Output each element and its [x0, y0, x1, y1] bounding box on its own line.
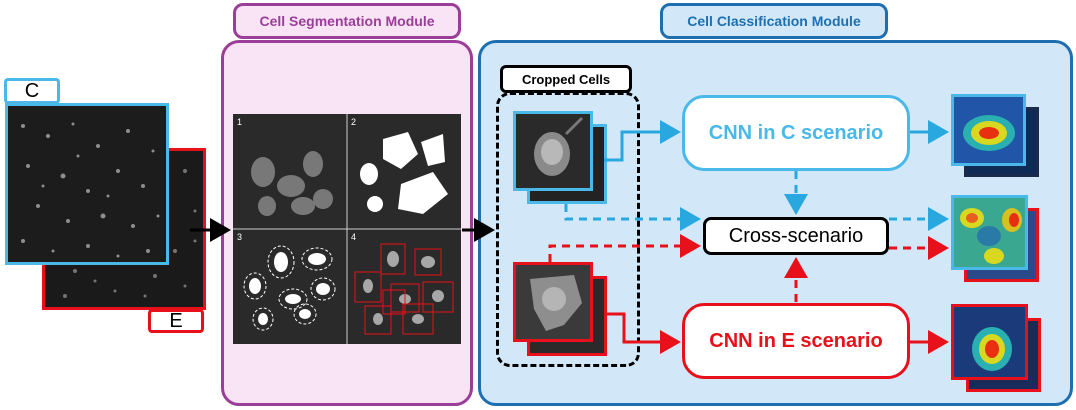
cross-scenario-label: Cross-scenario — [728, 224, 864, 247]
cnn-e-label: CNN in E scenario — [709, 329, 883, 352]
c-cells-texture — [21, 122, 160, 258]
arrow-e-cell-to-cnn — [604, 312, 681, 354]
cnn-c-node: CNN in C scenario — [682, 95, 910, 171]
c-label: C — [4, 78, 60, 104]
heatmap-cross-front — [951, 195, 1028, 270]
input-image-c — [5, 103, 169, 265]
e-cell-image — [530, 275, 582, 331]
heatmap-e-front — [951, 304, 1028, 380]
classification-title: Cell Classification Module — [687, 13, 861, 29]
arrow-c-cell-to-cross — [564, 204, 701, 231]
cross-scenario-node: Cross-scenario — [703, 217, 889, 255]
segmentation-title-box: Cell Segmentation Module — [233, 3, 461, 39]
classification-title-box: Cell Classification Module — [660, 3, 888, 39]
arrow-c-cell-to-cnn — [604, 120, 681, 162]
segmentation-grid: 1 2 3 4 — [233, 114, 461, 344]
heatmap-e-image — [972, 327, 1012, 371]
cropped-cells-group — [496, 92, 640, 367]
panel-label-3: 3 — [237, 232, 242, 242]
cnn-c-label: CNN in C scenario — [708, 121, 884, 144]
e-label: E — [148, 309, 204, 333]
cropped-cells-title: Cropped Cells — [521, 71, 611, 87]
heatmap-cross-image — [954, 198, 1025, 267]
panel-label-4: 4 — [351, 232, 356, 242]
e-cells-texture — [63, 169, 197, 298]
c-cell-image — [534, 116, 584, 176]
e-label-text: E — [169, 309, 183, 332]
c-label-text: C — [24, 79, 40, 102]
panel-label-1: 1 — [237, 117, 242, 127]
heatmap-c-image — [963, 115, 1015, 151]
cropped-cell-e-front — [513, 262, 593, 342]
panel-label-2: 2 — [351, 117, 356, 127]
segmentation-title: Cell Segmentation Module — [259, 13, 435, 29]
cropped-cell-c-front — [513, 111, 593, 191]
arrow-e-cell-to-cross — [548, 234, 701, 262]
cropped-cells-title-box: Cropped Cells — [500, 65, 632, 93]
heatmap-c-front — [951, 94, 1026, 166]
segmentation-panels: 1 2 3 4 — [233, 114, 461, 344]
cnn-e-node: CNN in E scenario — [682, 303, 910, 379]
